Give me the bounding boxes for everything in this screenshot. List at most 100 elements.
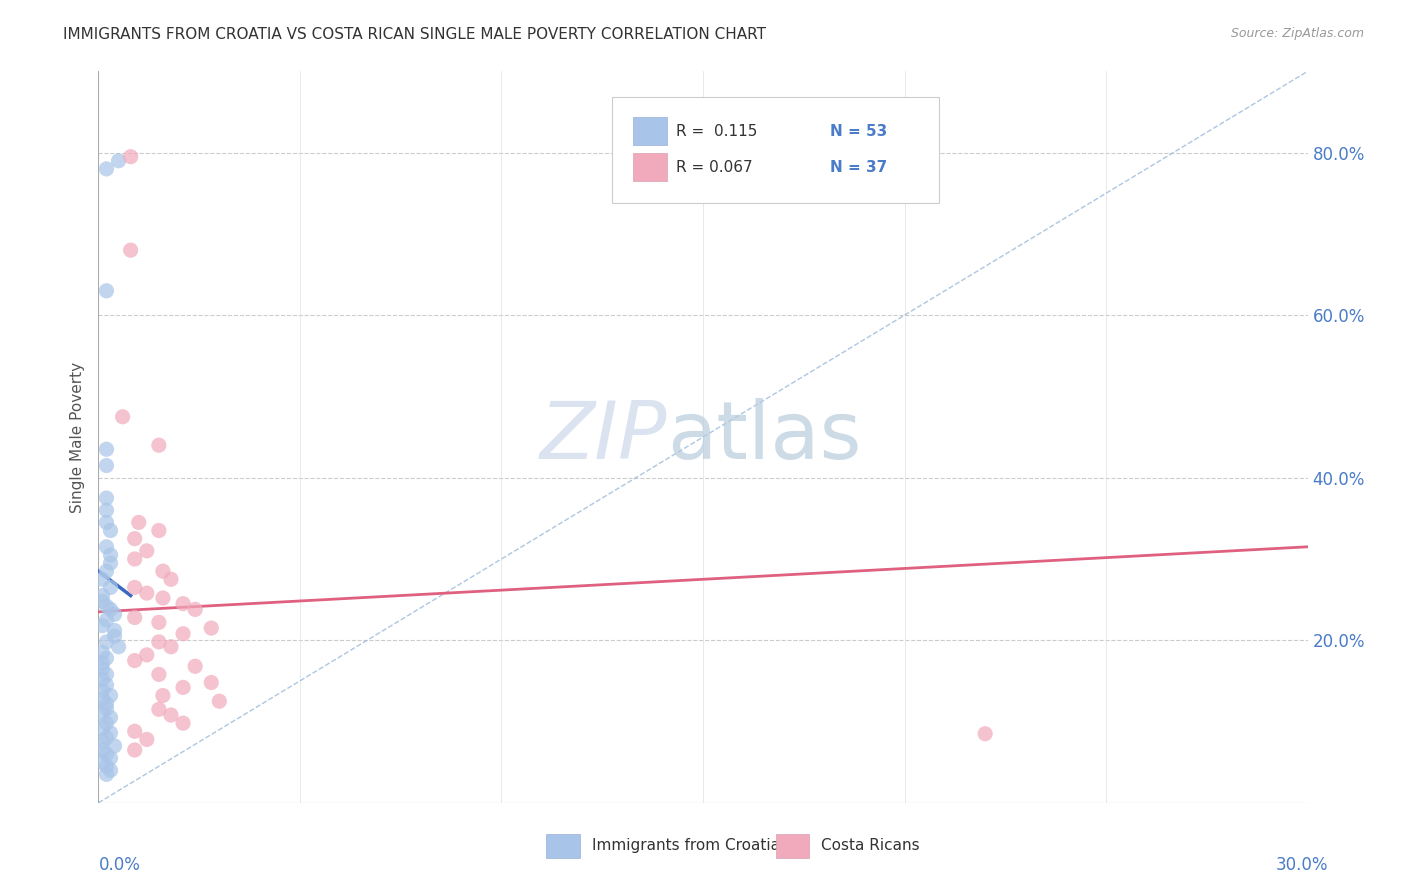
Bar [776,834,810,858]
Point [96,503,118,517]
Point [91,721,114,735]
Point [91,589,114,603]
Point [96,767,118,781]
Point [96,442,118,457]
Point [128,516,150,530]
Point [135,544,157,558]
Point [100,556,122,570]
Point [91,673,114,687]
Point [91,755,114,769]
Point [96,613,118,627]
Point [184,602,207,616]
Point [148,702,170,716]
Point [96,599,118,614]
Point [120,150,142,164]
Bar [633,117,666,145]
Point [91,743,114,757]
Point [120,243,142,257]
Point [96,540,118,554]
Point [100,726,122,740]
Point [124,581,146,595]
Point [172,626,194,640]
Point [107,640,129,654]
Bar [546,834,579,858]
Point [124,532,146,546]
Point [96,161,118,176]
Point [148,667,170,681]
Point [200,621,222,635]
Point [91,594,114,608]
Text: R =  0.115: R = 0.115 [676,124,758,139]
Point [91,683,114,698]
Point [172,681,194,695]
Point [91,691,114,706]
Point [160,708,183,723]
Point [103,739,125,753]
FancyBboxPatch shape [613,97,939,203]
Point [208,694,231,708]
Point [96,716,118,731]
Point [91,662,114,676]
Text: N = 53: N = 53 [830,124,887,139]
Point [124,610,146,624]
Point [152,689,174,703]
Point [148,524,170,538]
Point [103,624,125,638]
Point [91,618,114,632]
Text: atlas: atlas [666,398,860,476]
Point [124,724,146,739]
Point [96,759,118,773]
Point [96,458,118,473]
Point [124,552,146,566]
Point [160,572,183,586]
Point [135,648,157,662]
Point [111,409,134,424]
Point [152,591,174,605]
Point [135,586,157,600]
Point [100,764,122,778]
Point [96,635,118,649]
Point [184,659,207,673]
Point [96,678,118,692]
Point [100,710,122,724]
Point [96,651,118,665]
Point [96,564,118,578]
Point [103,607,125,622]
Y-axis label: Single Male Poverty: Single Male Poverty [70,361,86,513]
Point [100,548,122,562]
Text: IMMIGRANTS FROM CROATIA VS COSTA RICAN SINGLE MALE POVERTY CORRELATION CHART: IMMIGRANTS FROM CROATIA VS COSTA RICAN S… [63,27,766,42]
Point [135,732,157,747]
Point [96,697,118,711]
Point [172,716,194,731]
Text: ZIP: ZIP [540,398,666,476]
Point [160,640,183,654]
Point [148,438,170,452]
Point [96,701,118,715]
Point [100,581,122,595]
Point [148,615,170,630]
Point [974,727,997,741]
Point [107,153,129,168]
Point [200,675,222,690]
Point [172,597,194,611]
Point [124,654,146,668]
Point [96,491,118,505]
Point [152,564,174,578]
Point [96,516,118,530]
Point [100,751,122,765]
Point [100,524,122,538]
Text: R = 0.067: R = 0.067 [676,161,754,176]
Point [96,731,118,745]
Text: N = 37: N = 37 [830,161,887,176]
Point [91,706,114,721]
Point [96,667,118,681]
Point [124,743,146,757]
Text: Costa Ricans: Costa Ricans [821,838,920,854]
Point [100,602,122,616]
Point [96,747,118,761]
Text: 30.0%: 30.0% [1277,856,1329,874]
Bar [633,153,666,181]
Point [91,735,114,749]
Point [91,645,114,659]
Point [100,689,122,703]
